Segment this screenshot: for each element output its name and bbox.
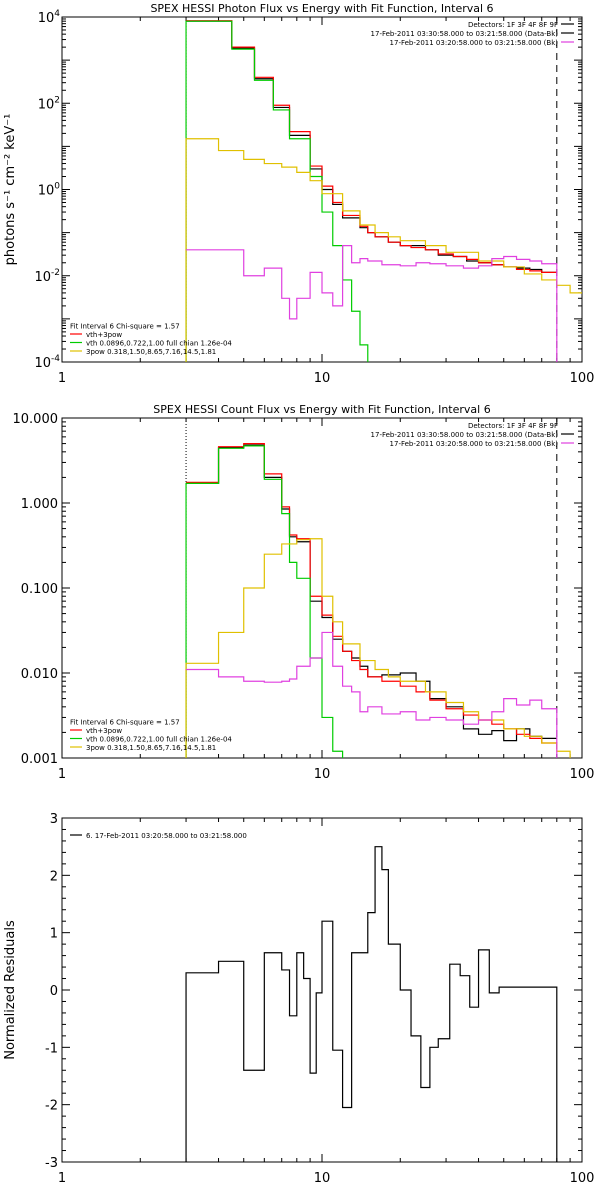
series-line-3 xyxy=(185,538,571,758)
y-tick-base: 10 xyxy=(38,97,55,112)
y-tick-base: 10 xyxy=(38,11,55,26)
y-tick-label: 3 xyxy=(50,812,58,827)
x-tick-label: 100 xyxy=(570,1171,595,1186)
y-tick-label: 102 xyxy=(38,95,60,112)
series-line-4 xyxy=(186,245,558,362)
y-tick-label: 2 xyxy=(50,869,58,884)
info-text-1: 17-Feb-2011 03:30:58.000 to 03:21:58.000… xyxy=(371,431,559,439)
series-line-2 xyxy=(185,445,344,758)
fit-legend-text-1: vth+3pow xyxy=(86,331,122,339)
info-text-1: 17-Feb-2011 03:30:58.000 to 03:21:58.000… xyxy=(371,30,559,38)
photon-flux-panel: SPEX HESSI Photon Flux vs Energy with Fi… xyxy=(3,2,594,386)
info-text-2: 17-Feb-2011 03:20:58.000 to 03:21:58.000… xyxy=(390,39,559,47)
chart-title: SPEX HESSI Count Flux vs Energy with Fit… xyxy=(153,403,490,416)
y-tick-exponent: 2 xyxy=(54,95,60,105)
y-tick-label: 10-2 xyxy=(34,268,60,285)
fit-legend-text-1: vth+3pow xyxy=(86,727,122,735)
y-tick-label: -1 xyxy=(45,1041,58,1056)
info-text-0: Detectors: 1F 3F 4F 8F 9F xyxy=(468,422,558,430)
residuals-panel: 1 10 100 -3 -2 -1 0 1 2 3 Normalized Residuals 6. 1… xyxy=(3,812,594,1186)
series-line-0 xyxy=(186,444,557,742)
y-tick-base: 10 xyxy=(34,356,51,371)
series-group xyxy=(185,442,571,758)
y-axis-label: Normalized Residuals xyxy=(3,920,18,1060)
y-tick-label: 1.000 xyxy=(21,497,58,512)
series-group xyxy=(185,20,582,362)
chart-title: SPEX HESSI Photon Flux vs Energy with Fi… xyxy=(150,2,493,15)
y-tick-label: 10-4 xyxy=(34,354,60,371)
y-tick-label: 104 xyxy=(38,9,61,26)
y-tick-label: 100 xyxy=(38,182,61,199)
series-line-4 xyxy=(186,631,558,758)
info-text-0: Detectors: 1F 3F 4F 8F 9F xyxy=(468,21,558,29)
y-tick-label: 10.000 xyxy=(13,412,59,427)
x-tick-label: 10 xyxy=(314,371,331,386)
y-tick-exponent: -2 xyxy=(51,268,60,278)
x-tick-label: 1 xyxy=(58,1171,66,1186)
info-text-2: 17-Feb-2011 03:20:58.000 to 03:21:58.000… xyxy=(390,440,559,448)
fit-legend-text-3: 3pow 0.318,1.50,8.65,7.16,14.5,1.81 xyxy=(86,744,216,752)
y-tick-base: 10 xyxy=(34,270,51,285)
x-tick-label: 1 xyxy=(58,767,66,782)
x-tick-label: 1 xyxy=(58,371,66,386)
x-tick-label: 10 xyxy=(314,1171,331,1186)
series-line-1 xyxy=(186,20,557,273)
residual-legend-text: 6. 17-Feb-2011 03:20:58.000 to 03:21:58.… xyxy=(86,832,247,840)
y-tick-exponent: 0 xyxy=(54,182,60,192)
y-tick-label: 0.100 xyxy=(21,582,58,597)
count-flux-panel: SPEX HESSI Count Flux vs Energy with Fit… xyxy=(13,403,595,782)
y-tick-label: -3 xyxy=(45,1156,58,1171)
x-tick-label: 10 xyxy=(314,767,331,782)
series-line-3 xyxy=(185,138,582,362)
fit-legend-text-2: vth 0.0896,0.722,1.00 full chian 1.26e-0… xyxy=(86,736,232,744)
x-tick-label: 100 xyxy=(570,767,595,782)
fit-legend-text-0: Fit Interval 6 Chi-square = 1.57 xyxy=(70,323,180,331)
fit-legend-text-0: Fit Interval 6 Chi-square = 1.57 xyxy=(70,719,180,727)
y-tick-label: 1 xyxy=(50,927,58,942)
series-group xyxy=(185,846,558,1162)
fit-legend-text-3: 3pow 0.318,1.50,8.65,7.16,14.5,1.81 xyxy=(86,348,216,356)
y-tick-base: 10 xyxy=(38,184,55,199)
series-line-0 xyxy=(186,20,557,273)
y-tick-exponent: 4 xyxy=(54,9,60,19)
y-tick-label: 0.001 xyxy=(21,752,58,767)
series-line-1 xyxy=(186,442,557,744)
y-tick-label: 0 xyxy=(50,984,58,999)
y-tick-label: -2 xyxy=(45,1099,58,1114)
y-tick-exponent: -4 xyxy=(51,354,60,364)
y-tick-label: 0.010 xyxy=(21,667,58,682)
series-line-2 xyxy=(185,20,369,362)
y-axis-label: photons s⁻¹ cm⁻² keV⁻¹ xyxy=(3,114,18,266)
fit-legend-text-2: vth 0.0896,0.722,1.00 full chian 1.26e-0… xyxy=(86,340,232,348)
x-tick-label: 100 xyxy=(570,371,595,386)
series-line-0 xyxy=(185,846,558,1162)
